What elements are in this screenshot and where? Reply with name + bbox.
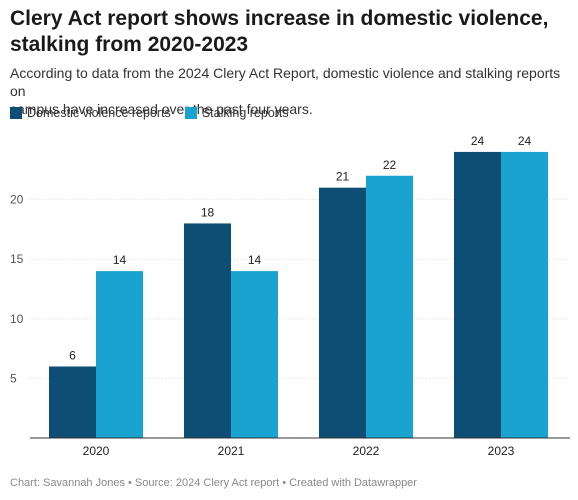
legend-item-stalking: Stalking reports — [184, 106, 289, 120]
bar — [454, 151, 501, 439]
chart-subtitle-line-1: According to data from the 2024 Clery Ac… — [10, 65, 561, 99]
y-tick-label: 20 — [10, 193, 24, 207]
legend-label-stalking: Stalking reports — [201, 106, 289, 120]
legend-item-domestic: Domestic violence reports — [10, 106, 171, 120]
chart-title: Clery Act report shows increase in domes… — [10, 6, 570, 58]
chart-subtitle: According to data from the 2024 Clery Ac… — [10, 64, 570, 118]
data-label: 14 — [248, 253, 262, 267]
y-tick-label: 5 — [10, 371, 17, 385]
bar — [184, 223, 231, 438]
y-tick-label: 15 — [10, 252, 24, 266]
data-label: 6 — [69, 348, 76, 362]
chart-title-line-1: Clery Act report shows increase in domes… — [10, 7, 549, 30]
legend-label-domestic: Domestic violence reports — [27, 106, 171, 120]
bar — [49, 366, 96, 438]
legend-swatch-stalking — [184, 107, 197, 119]
data-label: 24 — [518, 134, 532, 148]
data-label: 21 — [336, 170, 350, 184]
data-label: 18 — [201, 205, 215, 219]
chart-title-line-2: stalking from 2020-2023 — [10, 33, 249, 56]
bar — [96, 271, 143, 438]
legend-swatch-domestic — [10, 107, 22, 119]
x-tick-label: 2021 — [218, 444, 245, 458]
bar — [319, 187, 366, 438]
data-label: 22 — [383, 158, 397, 172]
x-tick-label: 2023 — [488, 444, 515, 458]
y-tick-label: 10 — [10, 312, 24, 326]
data-label: 24 — [471, 134, 485, 148]
bar — [501, 151, 548, 439]
bar — [231, 271, 278, 438]
bar-chart: 5 10 15 20 6 18 21 24 14 14 22 24 2020 2021 2022 2023 — [10, 134, 570, 458]
x-tick-label: 2020 — [83, 444, 110, 458]
data-label: 14 — [113, 253, 127, 267]
chart-subtitle-line-2: campus have increased over the past four… — [10, 101, 313, 117]
bar — [366, 175, 413, 438]
chart-footer: Chart: Savannah Jones • Source: 2024 Cle… — [10, 477, 417, 489]
legend: Domestic violence reports Stalking repor… — [10, 106, 303, 120]
x-tick-label: 2022 — [353, 444, 380, 458]
